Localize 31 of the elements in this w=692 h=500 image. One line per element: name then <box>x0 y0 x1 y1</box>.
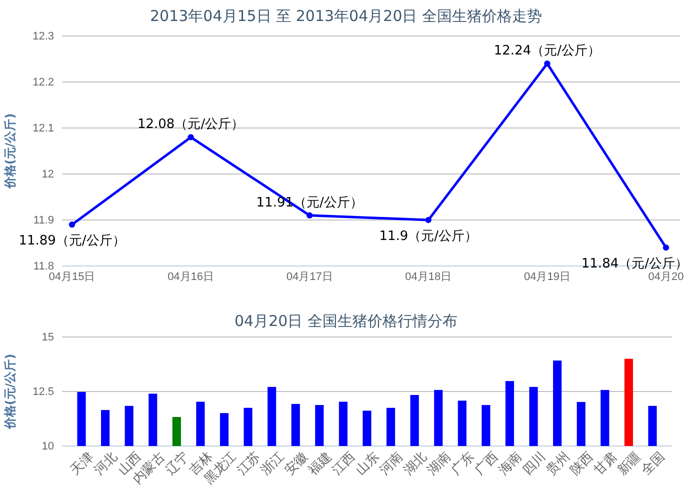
y-tick-label: 12.1 <box>32 122 54 135</box>
y-tick-label: 10 <box>42 440 54 453</box>
data-label: 11.89（元/公斤） <box>18 234 126 249</box>
x-tick-label: 04月16日 <box>168 270 214 283</box>
y-tick-label: 11.9 <box>33 214 54 227</box>
data-label: 11.91（元/公斤） <box>256 195 363 210</box>
x-tick-label: 04月18日 <box>405 270 452 283</box>
x-tick-label: 04月19日 <box>524 270 570 283</box>
point <box>662 244 670 251</box>
y-tick-label: 12.2 <box>32 76 54 89</box>
point <box>68 222 76 228</box>
chart-title: 04月20日 全国生猪价格行情分布 <box>234 312 458 330</box>
chart-title: 2013年04月15日 至 2013年04月20日 全国生猪价格走势 <box>150 7 542 25</box>
data-label: 12.24（元/公斤） <box>494 44 601 59</box>
y-axis-title: 价格(元/公斤) <box>3 354 17 430</box>
data-label: 11.84（元/公斤） <box>581 256 688 272</box>
y-tick-label: 11.8 <box>33 260 54 273</box>
x-tick-label: 04月20 <box>648 270 684 283</box>
y-tick-label: 15 <box>42 332 54 344</box>
point <box>544 60 550 67</box>
y-tick-label: 12.5 <box>32 386 54 398</box>
y-tick-label: 12.3 <box>32 30 54 43</box>
data-label: 11.9（元/公斤） <box>379 229 478 244</box>
point <box>425 216 432 224</box>
y-tick-label: 12 <box>42 168 54 181</box>
x-tick-label: 04月15日 <box>48 270 96 283</box>
x-tick-label: 04月17日 <box>286 270 333 283</box>
point <box>188 134 194 140</box>
data-label: 12.08（元/公斤） <box>137 117 244 132</box>
point <box>306 212 313 218</box>
y-axis-title: 价格(元/公斤) <box>3 113 17 190</box>
